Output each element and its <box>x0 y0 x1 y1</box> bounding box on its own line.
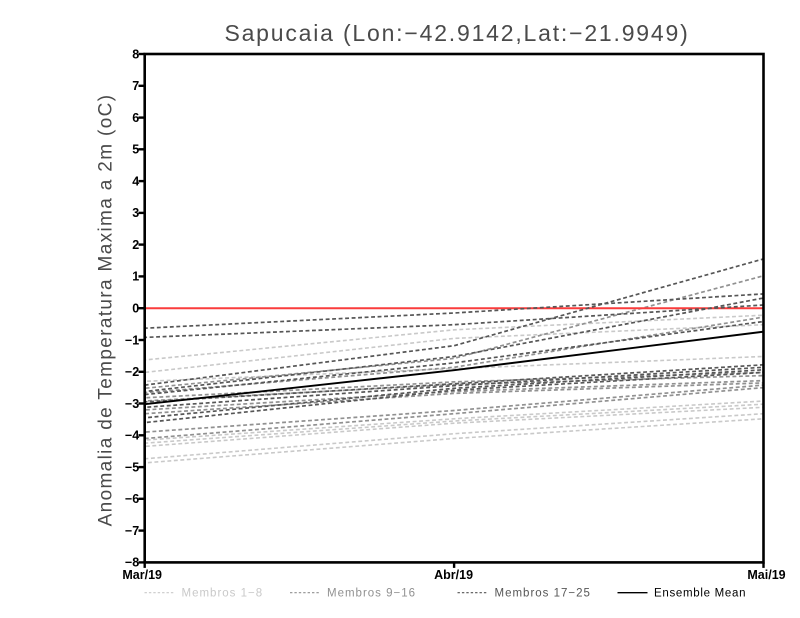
svg-text:0: 0 <box>132 302 139 316</box>
svg-text:Anomalia de Temperatura Maxima: Anomalia de Temperatura Maxima a 2m (oC) <box>96 94 117 527</box>
svg-text:−7: −7 <box>125 524 139 538</box>
svg-text:6: 6 <box>132 111 139 125</box>
svg-text:−3: −3 <box>125 397 139 411</box>
svg-text:5: 5 <box>132 143 139 157</box>
svg-text:Membros 9−16: Membros 9−16 <box>327 588 416 600</box>
svg-text:2: 2 <box>132 238 139 252</box>
svg-text:−8: −8 <box>125 556 139 570</box>
svg-text:−2: −2 <box>125 365 139 379</box>
svg-text:1: 1 <box>132 270 139 284</box>
svg-text:−1: −1 <box>125 333 139 347</box>
svg-text:−4: −4 <box>125 429 139 443</box>
svg-text:Mai/19: Mai/19 <box>747 568 785 582</box>
svg-text:Sapucaia (Lon:−42.9142,Lat:−21: Sapucaia (Lon:−42.9142,Lat:−21.9949) <box>224 20 689 46</box>
svg-text:−5: −5 <box>125 460 139 474</box>
svg-text:Ensemble Mean: Ensemble Mean <box>654 588 746 600</box>
svg-text:Membros 1−8: Membros 1−8 <box>182 588 264 600</box>
svg-text:8: 8 <box>132 47 139 61</box>
svg-text:Abr/19: Abr/19 <box>434 568 473 582</box>
svg-text:Mar/19: Mar/19 <box>122 568 162 582</box>
svg-text:Membros 17−25: Membros 17−25 <box>495 588 591 600</box>
svg-text:7: 7 <box>132 79 139 93</box>
svg-text:4: 4 <box>132 174 139 188</box>
svg-text:3: 3 <box>132 206 139 220</box>
svg-text:−6: −6 <box>125 492 139 506</box>
